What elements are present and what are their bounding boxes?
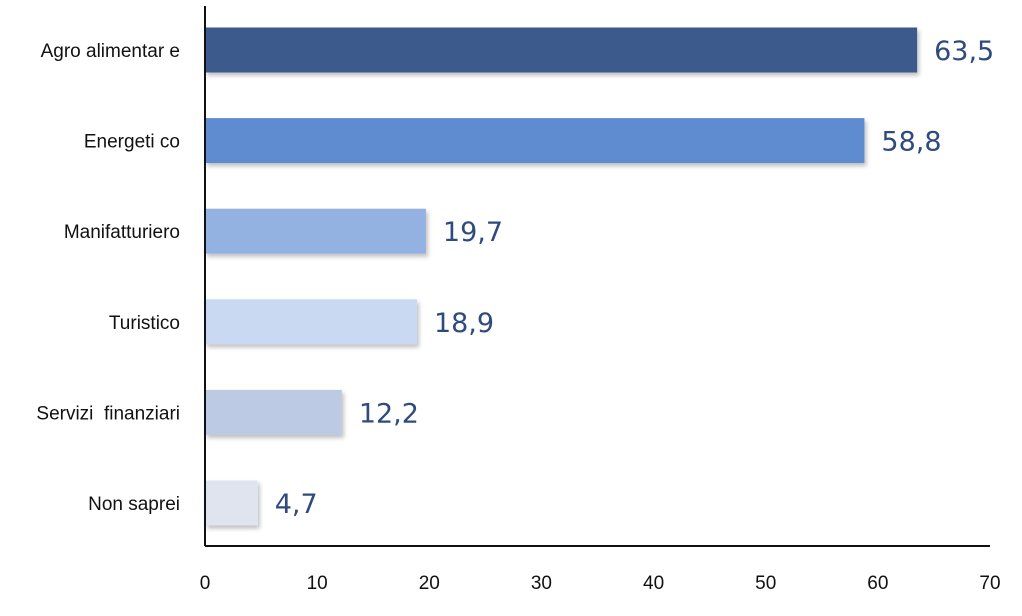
labels-layer: 63,5 Agro alimentar e 58,8 Energeti co 19,7 M…: [36, 36, 994, 520]
value-label-3: 19,7: [443, 217, 503, 248]
bar-6: [205, 480, 258, 526]
x-tick-label-40: 40: [643, 573, 664, 594]
bar-1: [205, 27, 918, 73]
x-tick-label-20: 20: [419, 573, 440, 594]
category-label-6: Non saprei: [88, 494, 180, 515]
category-label-5: Servizi finanziari: [36, 403, 180, 424]
value-label-6: 4,7: [275, 489, 318, 520]
bar-2: [205, 118, 865, 164]
value-label-1: 63,5: [934, 36, 994, 67]
value-label-4: 18,9: [434, 308, 494, 339]
value-label-5: 12,2: [359, 398, 419, 429]
x-ticks-layer: 0 10 20 30 40 50 60 70: [200, 573, 1001, 594]
x-tick-label-60: 60: [867, 573, 888, 594]
x-tick-label-0: 0: [200, 573, 211, 594]
category-label-1: Agro alimentar e: [41, 41, 180, 62]
category-label-4: Turistico: [109, 313, 180, 334]
category-label-3: Manifatturiero: [64, 222, 180, 243]
category-label-2: Energeti co: [84, 132, 180, 153]
value-label-2: 58,8: [881, 127, 941, 158]
bars-layer: [205, 27, 918, 526]
x-tick-label-10: 10: [307, 573, 328, 594]
bar-5: [205, 389, 342, 435]
bar-4: [205, 299, 417, 345]
x-tick-label-50: 50: [755, 573, 776, 594]
x-tick-label-30: 30: [531, 573, 552, 594]
bar-3: [205, 208, 426, 254]
x-tick-label-70: 70: [979, 573, 1000, 594]
